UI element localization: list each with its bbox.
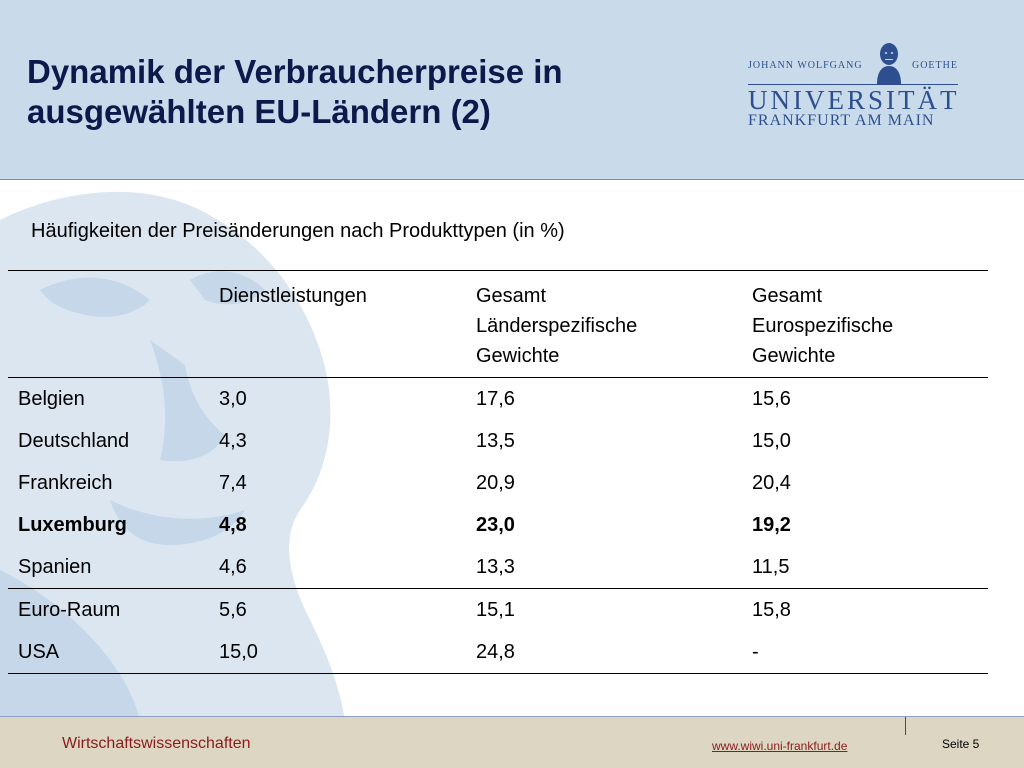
table-row-highlight: Luxemburg 4,8 23,0 19,2 [8, 504, 988, 546]
cell-value: 3,0 [219, 388, 247, 410]
table-row: Spanien 4,6 13,3 11,5 [8, 546, 988, 589]
cell-country: Deutschland [18, 430, 130, 452]
cell-value: 11,5 [752, 556, 790, 578]
page-title-line-1: Dynamik der Verbraucherpreise in [27, 53, 563, 90]
cell-country: Spanien [18, 556, 92, 578]
cell-value: 7,4 [219, 472, 247, 494]
cell-value: 4,3 [219, 430, 247, 452]
cell-value: 15,8 [752, 599, 791, 621]
header-line: Eurospezifische [752, 315, 894, 337]
page-title-line-2: ausgewählten EU-Ländern (2) [27, 93, 491, 130]
cell-value: 19,2 [752, 514, 791, 536]
footer-department: Wirtschaftswissenschaften [62, 735, 251, 752]
cell-value: 13,3 [476, 556, 515, 578]
table-row: Frankreich 7,4 20,9 20,4 [8, 462, 988, 504]
table-row: Euro-Raum 5,6 15,1 15,8 [8, 588, 988, 632]
cell-value: 15,0 [219, 641, 258, 663]
logo-top-line: JOHANN WOLFGANG GOETHE [748, 60, 958, 71]
cell-value: 4,6 [219, 556, 247, 578]
header-line: Länderspezifische [476, 315, 638, 337]
logo-city: FRANKFURT AM MAIN [748, 112, 935, 129]
cell-value: 4,8 [219, 514, 247, 536]
watermark-portrait-icon [0, 191, 345, 720]
header-line: Gesamt [476, 285, 547, 307]
header-line: Gewichte [752, 345, 836, 367]
footer-bar: Wirtschaftswissenschaften www.wiwi.uni-f… [0, 716, 1024, 768]
header-line: Gewichte [476, 345, 560, 367]
cell-value: 20,9 [476, 472, 515, 494]
cell-value: 13,5 [476, 430, 515, 452]
table-header-row: Dienstleistungen Gesamt Länderspezifisch… [8, 270, 988, 378]
cell-value: 23,0 [476, 514, 515, 536]
cell-value: - [752, 641, 759, 663]
table-caption: Häufigkeiten der Preisänderungen nach Pr… [31, 220, 565, 242]
table-row: Deutschland 4,3 13,5 15,0 [8, 420, 988, 462]
logo-top-right: GOETHE [911, 60, 958, 71]
university-logo: JOHANN WOLFGANG GOETHE UNIVERSITÄT FRANK… [748, 40, 958, 130]
cell-country: USA [18, 641, 60, 663]
header-band: Dynamik der Verbraucherpreise in ausgewä… [0, 0, 1024, 180]
header-cell-country [8, 271, 209, 378]
cell-value: 24,8 [476, 641, 515, 663]
cell-country: Belgien [18, 388, 85, 410]
footer-divider [905, 717, 906, 735]
goethe-portrait-icon [877, 43, 901, 84]
cell-value: 5,6 [219, 599, 247, 621]
header-cell-services: Dienstleistungen [209, 271, 466, 378]
cell-value: 15,6 [752, 388, 791, 410]
table-row: Belgien 3,0 17,6 15,6 [8, 378, 988, 421]
logo-university-name: UNIVERSITÄT [748, 85, 960, 115]
cell-country: Luxemburg [18, 514, 127, 536]
header-cell-country-weights: Gesamt Länderspezifische Gewichte [466, 271, 742, 378]
header-line: Dienstleistungen [219, 285, 367, 307]
cell-value: 20,4 [752, 472, 791, 494]
faculty-website-link[interactable]: www.wiwi.uni-frankfurt.de [712, 739, 848, 753]
header-line: Gesamt [752, 285, 823, 307]
cell-country: Euro-Raum [18, 599, 121, 621]
cell-value: 15,0 [752, 430, 791, 452]
header-cell-euro-weights: Gesamt Eurospezifische Gewichte [742, 271, 988, 378]
price-change-table: Dienstleistungen Gesamt Länderspezifisch… [8, 270, 988, 674]
page-number: Seite 5 [942, 737, 980, 751]
cell-country: Frankreich [18, 472, 113, 494]
page-title: Dynamik der Verbraucherpreise in ausgewä… [27, 52, 707, 132]
logo-top-left: JOHANN WOLFGANG [748, 60, 863, 71]
cell-value: 15,1 [476, 599, 515, 621]
cell-value: 17,6 [476, 388, 515, 410]
logo-rule [748, 84, 958, 85]
table-row: USA 15,0 24,8 - [8, 631, 988, 674]
